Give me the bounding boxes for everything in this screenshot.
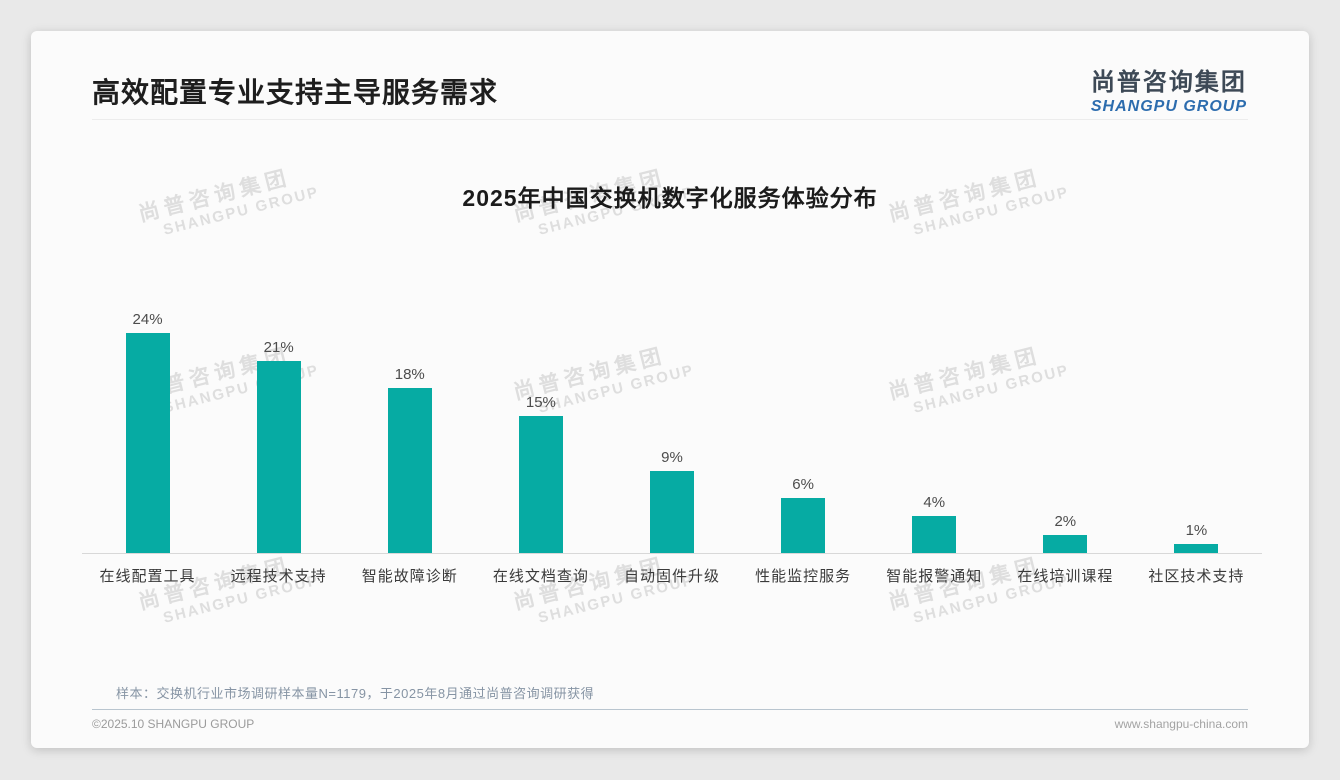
- bar-column: 6%: [738, 476, 869, 553]
- category-label: 智能报警通知: [886, 568, 983, 585]
- bar-column: 9%: [606, 448, 737, 553]
- bar-value-label: 9%: [661, 448, 683, 466]
- page-title: 高效配置专业支持主导服务需求: [92, 77, 499, 108]
- bar-value-label: 6%: [792, 476, 814, 493]
- bar-value-label: 1%: [1185, 521, 1208, 539]
- bar-column: 18%: [344, 366, 475, 553]
- watermark: 尚普咨询集团 SHANGPU GROUP: [135, 543, 321, 631]
- title-divider: [92, 119, 1248, 120]
- bar: [256, 360, 301, 553]
- copyright-text: ©2025.10 SHANGPU GROUP: [92, 717, 255, 731]
- category-label: 在线培训课程: [1017, 568, 1114, 585]
- category-label: 智能故障诊断: [361, 568, 458, 585]
- website-url: www.shangpu-china.com: [1114, 717, 1248, 731]
- bar-value-label: 21%: [263, 338, 294, 356]
- watermark: 尚普咨询集团 SHANGPU GROUP: [885, 543, 1071, 631]
- bar: [649, 470, 694, 553]
- bar: [518, 415, 563, 553]
- footer-divider: [92, 709, 1248, 710]
- watermark: 尚普咨询集团 SHANGPU GROUP: [510, 543, 696, 631]
- slide-card: 尚普咨询集团 SHANGPU GROUP 尚普咨询集团 SHANGPU GROUP 尚普…: [31, 31, 1309, 748]
- sample-note: 样本：交换机行业市场调研样本量N=1179，于2025年8月通过尚普咨询调研获得: [116, 686, 595, 701]
- x-axis-line: [82, 553, 1262, 554]
- category-label: 性能监控服务: [755, 568, 852, 585]
- category-label: 在线文档查询: [492, 568, 589, 585]
- bar-column: 21%: [213, 338, 344, 553]
- bar: [1043, 534, 1088, 553]
- category-label: 自动固件升级: [623, 568, 720, 585]
- bar-column: 2%: [1000, 513, 1131, 553]
- bar: [125, 333, 170, 553]
- bar-column: 15%: [475, 393, 606, 553]
- bar: [387, 388, 432, 553]
- logo-text-cn: 尚普咨询集团: [1090, 69, 1247, 96]
- category-label: 社区技术支持: [1148, 568, 1245, 585]
- bar: [781, 498, 826, 553]
- bar-column: 24%: [82, 311, 213, 553]
- logo-text-en: SHANGPU GROUP: [1090, 98, 1247, 115]
- bar-column: 1%: [1131, 522, 1262, 553]
- bar: [1174, 543, 1219, 553]
- footer-bar: ©2025.10 SHANGPU GROUP www.shangpu-china…: [92, 717, 1248, 731]
- bar-value-label: 2%: [1054, 512, 1077, 530]
- bar-value-label: 18%: [394, 366, 425, 383]
- logo: 尚普咨询集团 SHANGPU GROUP: [1091, 62, 1247, 116]
- category-label: 远程技术支持: [230, 568, 327, 585]
- bar-column: 4%: [869, 494, 1000, 553]
- category-label: 在线配置工具: [99, 568, 196, 585]
- x-axis-labels: 在线配置工具 远程技术支持 智能故障诊断 在线文档查询 自动固件升级 性能监控服务 智能报警…: [82, 565, 1262, 586]
- chart-title: 2025年中国交换机数字化服务体验分布: [462, 185, 878, 211]
- bar: [912, 516, 957, 553]
- bar-chart-plot: 24% 21% 18% 15% 9% 6% 4% 2% 1%: [82, 293, 1262, 553]
- bar-value-label: 24%: [132, 311, 163, 328]
- bar-value-label: 4%: [923, 494, 946, 512]
- bar-value-label: 15%: [525, 393, 556, 411]
